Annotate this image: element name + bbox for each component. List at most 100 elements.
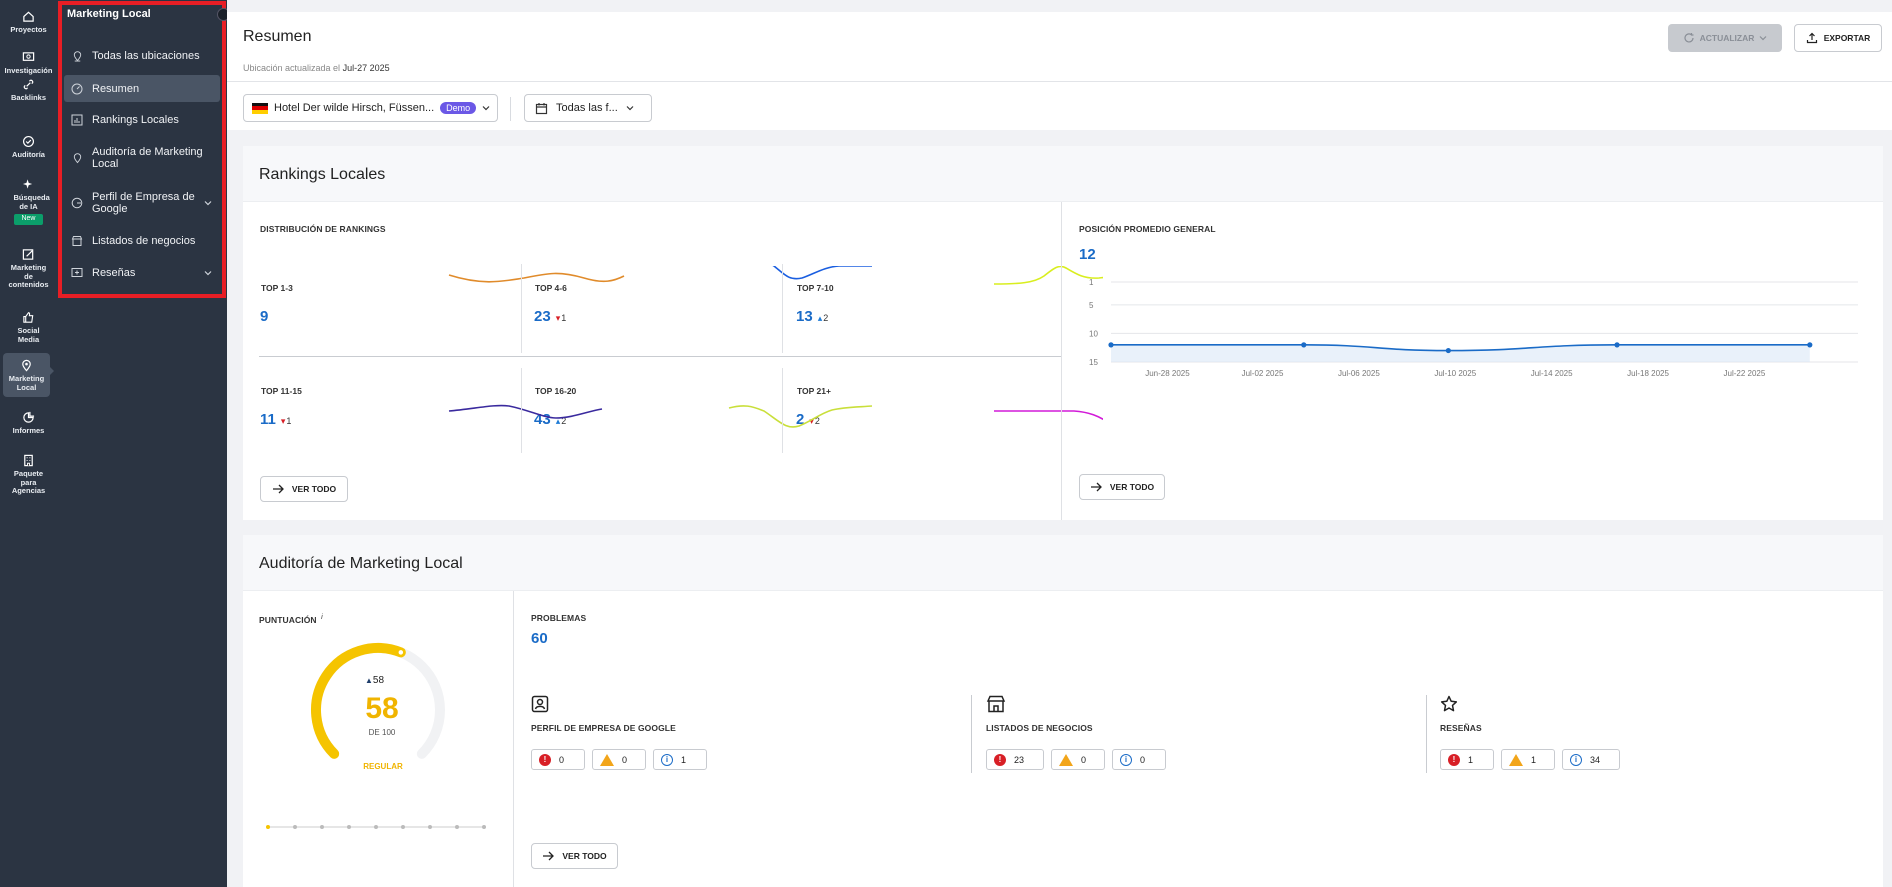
distribution-label: DISTRIBUCIÓN DE RANKINGS (260, 224, 386, 234)
cell-value: 13 2 (796, 308, 828, 325)
data-point[interactable] (1445, 347, 1451, 354)
panel-divider (1061, 202, 1062, 520)
filter-bar: Hotel Der wilde Hirsch, Füssen... Demo T… (227, 82, 1892, 130)
sidebar-item-todas-ubicaciones[interactable]: Todas las ubicaciones (64, 46, 220, 66)
x-tick-label: Jul-06 2025 (1338, 369, 1380, 378)
rail-label: Social Media (17, 326, 40, 344)
ver-todo-button-3[interactable]: VER TODO (531, 843, 618, 869)
rail-item-marketing-local[interactable]: Marketing Local (3, 353, 54, 397)
score-delta-value: 58 (372, 675, 385, 686)
sidebar-item-rankings-locales[interactable]: Rankings Locales (64, 110, 220, 130)
notices-count: 1 (681, 754, 687, 765)
rail-item-investigacion[interactable]: Investigación (0, 51, 57, 76)
calendar-icon (535, 102, 548, 114)
edit-icon (22, 249, 34, 260)
delta-down: 2 (809, 416, 820, 427)
arrow-right-icon (543, 851, 555, 861)
sparkline-area (448, 266, 1103, 428)
notices-pill[interactable]: i 34 (1562, 749, 1620, 770)
updated-date: Jul-27 2025 (342, 63, 390, 73)
rail-label: Marketing Local (8, 374, 45, 392)
warning-icon (1059, 753, 1073, 766)
rail-item-social-media[interactable]: Social Media (0, 311, 57, 344)
score-rating: REGULAR (363, 762, 403, 771)
avg-position-label: POSICIÓN PROMEDIO GENERAL (1079, 224, 1216, 234)
cell-number: 23 (534, 308, 551, 325)
sidebar-item-resenas[interactable]: Reseñas (64, 263, 220, 283)
warnings-pill[interactable]: 0 (592, 749, 646, 770)
cell-number: 11 (260, 411, 276, 428)
error-icon: ! (539, 753, 551, 766)
score-value: 58 (365, 692, 399, 725)
ver-todo-button[interactable]: VER TODO (260, 476, 348, 502)
delta-down: 1 (556, 313, 566, 324)
app-rail: Proyectos Investigación Backlinks Audito… (0, 0, 57, 887)
location-select[interactable]: Hotel Der wilde Hirsch, Füssen... Demo (243, 94, 498, 122)
store-icon (71, 235, 83, 247)
rail-label: Auditoría (12, 150, 45, 159)
errors-pill[interactable]: ! 1 (1440, 749, 1494, 770)
star-icon (1440, 695, 1458, 712)
sidebar-item-resumen[interactable]: Resumen (64, 75, 220, 102)
cell-value: 22 (796, 411, 820, 428)
data-point[interactable] (1108, 342, 1114, 348)
rail-label: Marketing de contenidos (8, 263, 49, 289)
sidebar-item-auditoria[interactable]: Auditoría de Marketing Local (64, 144, 220, 172)
ver-todo-button-2[interactable]: VER TODO (1079, 474, 1165, 500)
audit-card-header: Auditoría de Marketing Local (243, 535, 1883, 591)
date-select[interactable]: Todas las f... (524, 94, 652, 122)
rail-item-proyectos[interactable]: Proyectos (0, 10, 57, 35)
score-history-dots (266, 825, 486, 829)
sparkline-top-16-20 (728, 405, 873, 428)
pie-chart-icon (23, 411, 35, 423)
sparkline-top-11-15 (448, 404, 603, 419)
building-icon (24, 454, 33, 467)
rail-item-informes[interactable]: Informes (0, 411, 57, 436)
score-label: PUNTUACIÓN i (259, 613, 323, 625)
data-point[interactable] (1807, 342, 1813, 348)
chevron-down-icon (1759, 36, 1767, 41)
sidebar-item-perfil-google[interactable]: Perfil de Empresa de Google (64, 189, 220, 217)
sidebar-item-listados[interactable]: Listados de negocios (64, 231, 220, 251)
rail-item-backlinks[interactable]: Backlinks (0, 78, 57, 103)
rail-item-busqueda-ia[interactable]: Búsqueda de IA New (0, 178, 57, 225)
cell-label: TOP 4-6 (535, 283, 567, 293)
rail-item-paquete-agencias[interactable]: Paquete para Agencias (0, 454, 57, 496)
info-icon[interactable]: i (321, 613, 323, 621)
cell-value: 23 1 (534, 308, 566, 325)
sidebar-item-label: Reseñas (92, 267, 136, 279)
rail-label: Backlinks (10, 93, 47, 102)
cell-label: TOP 16-20 (535, 386, 577, 396)
cell-value: 43 2 (534, 411, 566, 428)
export-label: EXPORTAR (1823, 33, 1871, 43)
chevron-down-icon (626, 106, 634, 111)
score-of-label: DE 100 (368, 728, 396, 737)
update-button[interactable]: ACTUALIZAR (1668, 24, 1782, 52)
warnings-pill[interactable]: 1 (1501, 749, 1555, 770)
arrow-right-icon (272, 484, 284, 494)
rail-item-marketing-contenidos[interactable]: Marketing de contenidos (0, 248, 57, 290)
rail-label: Informes (12, 426, 45, 435)
rail-item-auditoria[interactable]: Auditoría (0, 135, 57, 160)
export-button[interactable]: EXPORTAR (1794, 24, 1882, 52)
errors-pill[interactable]: ! 0 (531, 749, 585, 770)
warning-icon (1509, 753, 1523, 766)
germany-flag-icon (252, 102, 268, 114)
map-pin-icon (71, 152, 83, 164)
refresh-icon (1684, 33, 1694, 43)
data-point[interactable] (1614, 342, 1620, 348)
errors-pill[interactable]: ! 23 (986, 749, 1044, 770)
group-label: LISTADOS DE NEGOCIOS (986, 723, 1093, 733)
cell-label: TOP 21+ (797, 386, 831, 396)
gauge-fill (311, 643, 406, 759)
data-point[interactable] (1301, 342, 1307, 348)
warnings-pill[interactable]: 0 (1051, 749, 1105, 770)
x-tick-label: Jul-22 2025 (1724, 369, 1766, 378)
group-divider (1426, 695, 1427, 773)
score-gauge (311, 643, 445, 759)
chevron-down-icon (204, 271, 212, 276)
errors-count: 23 (1014, 754, 1025, 765)
